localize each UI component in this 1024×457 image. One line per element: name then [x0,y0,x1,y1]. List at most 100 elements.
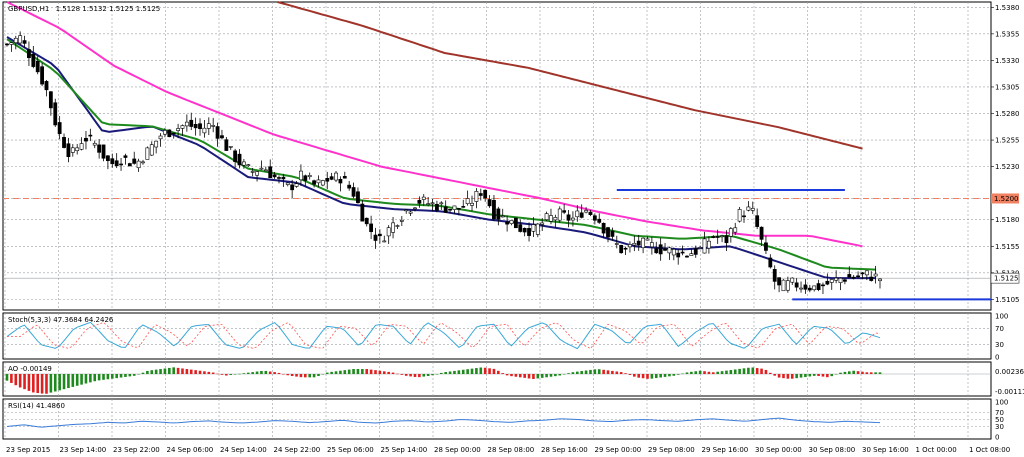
candle [689,248,694,256]
candle-body [158,135,163,140]
stoch-panel [2,312,992,360]
candle [325,171,330,190]
candle-body [281,176,286,180]
ao-bar [839,372,842,374]
candle [369,215,374,240]
candle [571,211,575,227]
x-tick-label: 28 Sep 08:00 [488,446,535,454]
candle-body [316,179,321,184]
ao-bar [225,374,228,376]
ao-tick-label: -0.00111 [995,388,1024,396]
candle [478,188,483,201]
candle [658,237,663,261]
x-tick-label: 28 Sep 16:00 [541,446,588,454]
ao-bar [540,374,544,378]
candle [53,98,58,127]
ao-bar [501,373,505,374]
candle-body [671,249,676,256]
ao-bar [317,374,320,377]
y-tick-label: 1.5255 [995,137,1020,145]
ao-bar [808,374,812,377]
resistance-price-text: 1.5200 [994,195,1019,203]
candle-body [44,81,49,91]
ao-bar [475,368,478,374]
candle-body [540,222,545,225]
ao-bar [733,369,737,374]
ao-bar [75,374,79,386]
candle [807,284,812,293]
awesome-oscillator: 0.00236 -0.00111 [3,367,1024,396]
candle [13,35,18,50]
ao-bar [163,368,167,374]
ao-bar [264,370,268,374]
candle-body [299,170,303,181]
ao-bar [396,373,399,375]
ao-bar [804,374,807,378]
ao-bar [400,374,404,375]
candle-body [220,135,224,139]
candle-body [426,203,431,205]
candle [198,118,202,136]
candle [856,271,860,279]
ao-bar [290,374,294,377]
candle-body [391,222,395,233]
candle-body [544,213,549,220]
candle [281,173,286,187]
x-tick-label: 23 Sep 2015 [6,446,50,454]
candle [619,244,624,254]
candle [452,205,457,214]
candle-body [614,243,619,245]
candle [206,117,211,136]
candle-body [342,176,347,179]
candle [742,210,746,223]
ao-bar [589,369,592,374]
x-tick-label: 30 Sep 00:00 [755,446,802,454]
candle [79,137,84,151]
candle-body [193,123,198,129]
ao-bar [628,374,632,375]
candle [821,282,825,295]
candle [671,247,676,261]
candle [759,226,764,246]
candle [654,241,659,254]
candle-body [606,227,610,238]
candle-body [592,215,597,221]
candle-body [290,184,295,191]
candle-body [750,208,755,211]
ao-bar [440,372,443,374]
candle [649,236,654,255]
candle [566,210,571,228]
stoch-tick-label: 70 [995,325,1004,333]
candle [27,41,31,66]
ao-bar [821,374,825,377]
candle [579,204,584,219]
candle-body [685,255,689,258]
ao-bar [518,374,522,378]
candle [873,265,878,284]
candle [66,137,71,163]
stochastic-oscillator: 100 70 30 0 [3,313,1008,362]
candle [461,199,466,208]
candle-body [680,251,685,254]
ao-bar [856,371,860,374]
candle-body [237,153,242,166]
candle-body [448,208,452,211]
candle [768,254,773,269]
ao-bar [146,370,149,374]
candle-body [728,228,733,237]
rsi-label: RSI(14) 41.4860 [8,402,65,410]
candle-body [864,270,869,276]
ao-bar [93,374,97,382]
ao-bar [641,374,645,379]
ao-bar [426,374,430,376]
ao-bar [654,374,658,379]
ao-bar [246,372,250,374]
candle [334,170,338,183]
ao-bar [865,372,869,374]
ao-bar [84,374,88,384]
candle [496,206,501,226]
ao-bar [834,374,838,375]
candle-body [430,202,435,205]
ao-bar [492,368,496,374]
ao-bar [466,369,469,374]
